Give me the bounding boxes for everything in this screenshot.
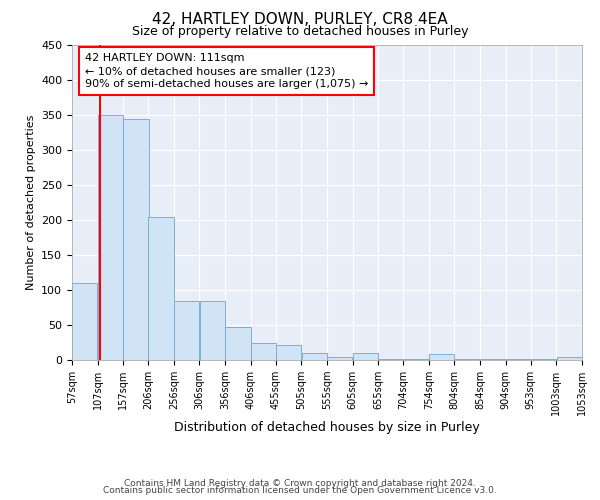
Text: Contains HM Land Registry data © Crown copyright and database right 2024.: Contains HM Land Registry data © Crown c… [124,478,476,488]
Text: 42 HARTLEY DOWN: 111sqm
← 10% of detached houses are smaller (123)
90% of semi-d: 42 HARTLEY DOWN: 111sqm ← 10% of detache… [85,53,368,90]
Bar [98,115,123,360]
Bar [403,358,429,360]
Bar [124,118,149,360]
Bar [251,342,276,360]
Bar [480,358,506,360]
Bar [531,358,556,360]
Bar [455,358,480,360]
Y-axis label: Number of detached properties: Number of detached properties [26,115,35,290]
Bar [200,300,225,360]
Bar [72,283,97,360]
Text: Size of property relative to detached houses in Purley: Size of property relative to detached ho… [132,25,468,38]
Bar [379,358,404,360]
X-axis label: Distribution of detached houses by size in Purley: Distribution of detached houses by size … [174,420,480,434]
Bar [302,353,327,360]
Bar [327,356,352,360]
Bar [557,356,582,360]
Bar [148,216,174,360]
Text: Contains public sector information licensed under the Open Government Licence v3: Contains public sector information licen… [103,486,497,495]
Bar [506,358,531,360]
Bar [429,354,454,360]
Bar [353,353,378,360]
Bar [174,300,199,360]
Text: 42, HARTLEY DOWN, PURLEY, CR8 4EA: 42, HARTLEY DOWN, PURLEY, CR8 4EA [152,12,448,28]
Bar [276,344,301,360]
Bar [225,327,251,360]
